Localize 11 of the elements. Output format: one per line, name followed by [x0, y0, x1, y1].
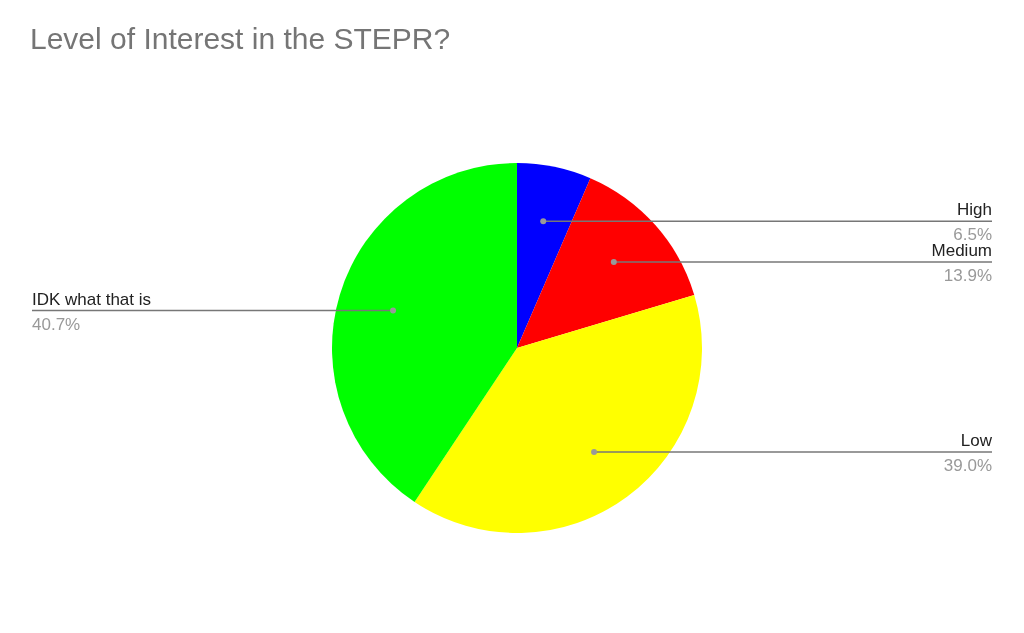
pie-slice [332, 163, 517, 503]
pie-slice [517, 178, 695, 348]
slice-label: High [957, 200, 992, 220]
pie-slice [414, 295, 702, 533]
data-label: 39.0% [943, 456, 992, 476]
slice-label: Low [960, 431, 993, 451]
data-label: 40.7% [32, 314, 81, 334]
slice-label: IDK what that is [32, 289, 152, 309]
chart-title: Level of Interest in the STEPR? [30, 22, 451, 56]
data-label: 13.9% [943, 265, 992, 285]
pie-slice [517, 163, 591, 348]
